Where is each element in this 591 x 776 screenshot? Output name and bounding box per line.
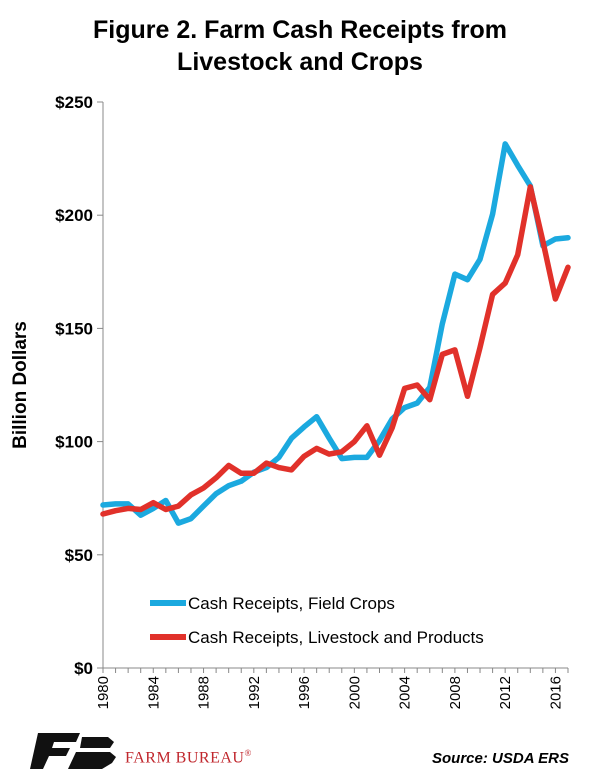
farm-bureau-brand: FARM BUREAU® [125, 748, 252, 767]
chart-title: Figure 2. Farm Cash Receipts from Livest… [30, 14, 570, 78]
farm-bureau-fb-icon [30, 733, 116, 769]
source-note: Source: USDA ERS [432, 750, 569, 767]
x-tick-label: 2016 [547, 676, 564, 709]
x-tick-label: 1996 [296, 676, 313, 709]
chart-axes [102, 102, 568, 669]
series-lines [100, 141, 571, 526]
y-axis-ticks: $0 $50 $100 $150 $200 $250 [55, 93, 103, 678]
x-tick-label: 1992 [246, 676, 263, 709]
series-line-field-crops [100, 141, 571, 526]
registered-mark: ® [244, 748, 252, 758]
legend-label: Cash Receipts, Field Crops [188, 594, 395, 613]
y-tick-label: $150 [55, 319, 93, 338]
x-tick-label: 2008 [447, 676, 464, 709]
chart-title-line-1: Figure 2. Farm Cash Receipts from [92, 16, 507, 44]
chart-title-line-2: Livestock and Crops [177, 48, 423, 76]
y-axis-label: Billion Dollars [10, 321, 31, 449]
y-tick-label: $200 [55, 206, 93, 225]
x-tick-label: 1980 [95, 676, 112, 709]
x-tick-label: 1984 [145, 676, 162, 709]
brand-name: FARM BUREAU [125, 749, 245, 767]
line-chart: $0$50$100$150$200$250 1980 1984 1988 1992 19… [10, 93, 571, 709]
y-tick-label: $0 [74, 659, 93, 678]
x-tick-label: 1988 [196, 676, 213, 709]
y-tick-label: $250 [55, 93, 93, 112]
legend-label: Cash Receipts, Livestock and Products [188, 628, 484, 647]
x-tick-label: 2000 [346, 676, 363, 709]
series-line-livestock [100, 184, 571, 517]
y-tick-label: $50 [65, 546, 93, 565]
chart-legend: Cash Receipts, Field Crops Cash Receipts,… [150, 594, 484, 647]
y-tick-label: $100 [55, 433, 93, 452]
x-tick-label: 2004 [397, 676, 414, 709]
x-tick-label: 2012 [497, 676, 514, 709]
x-axis-ticks: 1980 1984 1988 1992 1996 2000 2004 2008 2012 2016 [95, 668, 569, 709]
